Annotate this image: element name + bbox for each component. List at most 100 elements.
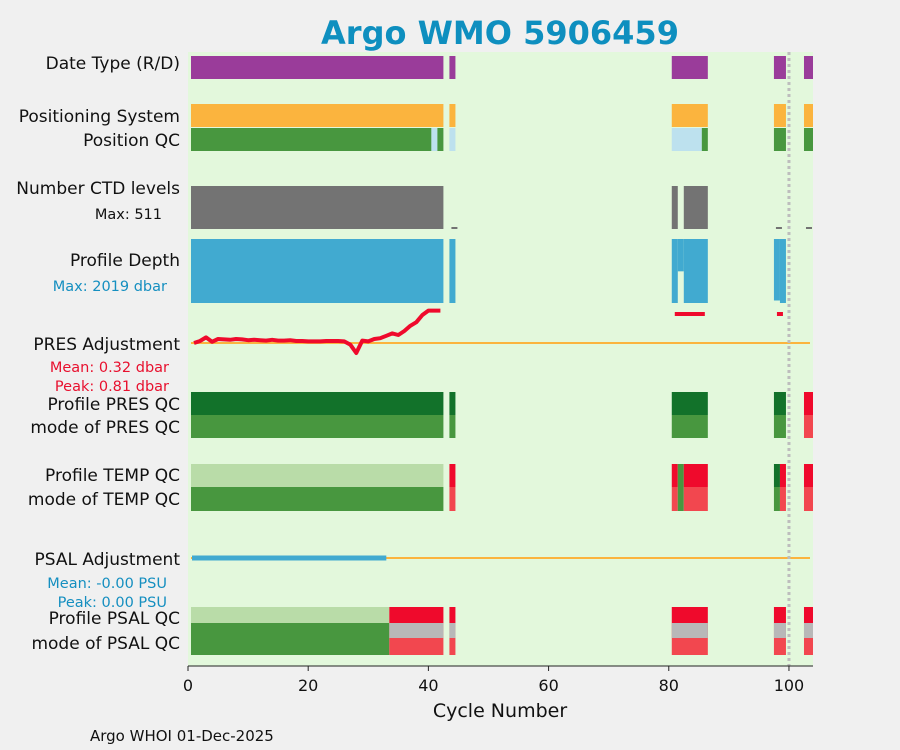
position-qc-bar-segment: [773, 128, 786, 151]
label-mode-pres-qc: mode of PRES QC: [30, 418, 180, 438]
data-type-bar-segment: [449, 56, 456, 79]
label-profile-depth: Profile Depth: [70, 251, 180, 271]
label-depth-max: Max: 2019 dbar: [53, 279, 167, 295]
profile-depth-bar: [191, 239, 786, 303]
profile-psal-qc-bar-segment: [449, 607, 456, 623]
profile-pres-qc-bar-segment: [191, 392, 444, 415]
profile-depth-bar-segment: [683, 239, 708, 303]
profile-depth-bar-segment: [779, 239, 786, 303]
data-type-bar-segment: [191, 56, 444, 79]
x-tick-label: 20: [298, 676, 318, 695]
mode-psal-qc-bar-segment: [449, 623, 456, 655]
x-tick-label: 0: [183, 676, 193, 695]
label-profile-psal-qc: Profile PSAL QC: [49, 609, 180, 629]
label-mode-temp-qc: mode of TEMP QC: [28, 490, 180, 510]
mode-temp-qc-bar-segment: [449, 487, 456, 511]
x-tick-label: 80: [659, 676, 679, 695]
x-axis-ticks: 0 20 40 60 80 100: [183, 666, 804, 695]
mode-pres-qc-bar-segment: [449, 415, 456, 438]
ctd-levels-bar-segment: [683, 186, 708, 229]
pres-adjustment-line: [193, 308, 441, 355]
profile-temp-qc-bar-segment: [773, 464, 780, 487]
mode-temp-qc-bar-segment: [779, 487, 786, 511]
ctd-levels-small-marker: [805, 227, 812, 229]
psal-mode-gray-segment: [449, 623, 456, 638]
footer-text: Argo WHOI 01-Dec-2025: [90, 727, 274, 745]
label-pres-mean: Mean: 0.32 dbar: [50, 360, 169, 376]
positioning-system-bar-segment: [191, 104, 444, 127]
mode-pres-qc-bar: [191, 415, 813, 438]
mode-temp-qc-bar-segment: [671, 487, 678, 511]
position-qc-bar: [191, 128, 813, 151]
psal-mode-gray-segment: [773, 623, 786, 638]
position-qc-bar-segment: [671, 128, 702, 151]
profile-pres-qc-bar-segment: [671, 392, 708, 415]
mode-pres-qc-bar-segment: [773, 415, 786, 438]
series-layer: [191, 308, 810, 561]
mode-temp-qc-bar-segment: [803, 487, 813, 511]
data-type-bar-segment: [671, 56, 708, 79]
ctd-levels-bar-segment: [191, 186, 444, 229]
profile-psal-qc-bar-segment: [803, 607, 813, 623]
profile-psal-qc-bar-segment: [191, 607, 390, 623]
mode-psal-qc-bar-segment: [191, 623, 390, 655]
psal-mode-gray-segment: [389, 623, 444, 638]
profile-psal-qc-bar-segment: [773, 607, 786, 623]
data-type-bar-segment: [773, 56, 786, 79]
plot-area: [188, 52, 813, 666]
label-pres-peak: Peak: 0.81 dbar: [55, 379, 169, 395]
profile-psal-qc-bar-segment: [389, 607, 444, 623]
profile-depth-bar-segment: [773, 239, 780, 301]
x-tick-label: 60: [538, 676, 558, 695]
profile-temp-qc-bar-segment: [683, 464, 708, 487]
profile-depth-bar-segment: [677, 239, 684, 272]
mode-temp-qc-bar-segment: [677, 487, 684, 511]
ctd-levels-small-marker: [451, 227, 458, 229]
x-axis-label: Cycle Number: [433, 700, 567, 722]
label-positioning-system: Positioning System: [19, 107, 180, 127]
mode-temp-qc-bar-segment: [191, 487, 444, 511]
profile-psal-qc-bar-segment: [671, 607, 708, 623]
x-tick-label: 40: [418, 676, 438, 695]
positioning-system-bar-segment: [773, 104, 786, 127]
profile-pres-qc-bar: [191, 392, 813, 415]
profile-temp-qc-bar: [191, 464, 813, 487]
profile-temp-qc-bar-segment: [677, 464, 684, 487]
x-tick-label: 100: [774, 676, 805, 695]
mode-temp-qc-bar-segment: [773, 487, 780, 511]
position-qc-bar-segment: [701, 128, 708, 151]
profile-psal-qc-bar: [191, 607, 813, 623]
mode-temp-qc-bar: [191, 487, 813, 511]
label-pres-adjustment: PRES Adjustment: [33, 335, 180, 355]
profile-pres-qc-bar-segment: [803, 392, 813, 415]
profile-depth-bar-segment: [191, 239, 444, 303]
mode-pres-qc-bar-segment: [191, 415, 444, 438]
label-position-qc: Position QC: [83, 131, 180, 151]
position-qc-bar-segment: [803, 128, 813, 151]
label-psal-mean: Mean: -0.00 PSU: [47, 576, 167, 592]
position-qc-bar-segment: [449, 128, 456, 151]
profile-depth-bar-segment: [449, 239, 456, 303]
label-profile-temp-qc: Profile TEMP QC: [45, 466, 180, 486]
positioning-system-bar: [191, 104, 813, 127]
positioning-system-bar-segment: [803, 104, 813, 127]
positioning-system-bar-segment: [671, 104, 708, 127]
ctd-levels-bar: [191, 186, 708, 229]
data-type-bar-segment: [803, 56, 813, 79]
label-data-type: Date Type (R/D): [46, 54, 180, 74]
chart-title: Argo WMO 5906459: [321, 14, 679, 52]
position-qc-bar-segment: [437, 128, 444, 151]
psal-mode-gray-segment: [671, 623, 708, 638]
ctd-levels-small-marker: [775, 227, 782, 229]
label-profile-pres-qc: Profile PRES QC: [47, 395, 180, 415]
label-psal-adjustment: PSAL Adjustment: [35, 550, 181, 570]
mode-psal-qc-bar-segment: [803, 623, 813, 655]
position-qc-bar-segment: [191, 128, 432, 151]
data-type-bar: [191, 56, 813, 79]
band-layer: [191, 56, 813, 655]
label-ctd-levels: Number CTD levels: [16, 179, 180, 199]
label-psal-peak: Peak: 0.00 PSU: [58, 595, 167, 611]
mode-pres-qc-bar-segment: [803, 415, 813, 438]
positioning-system-bar-segment: [449, 104, 456, 127]
